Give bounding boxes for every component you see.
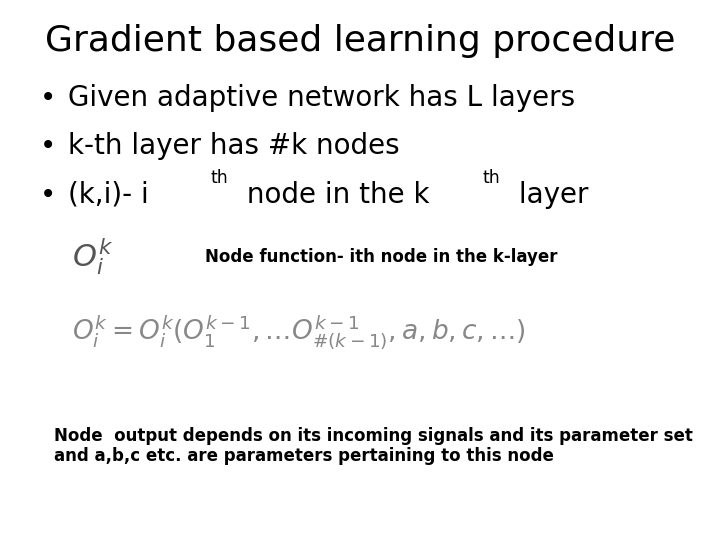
- Text: Node function- ith node in the k-layer: Node function- ith node in the k-layer: [205, 247, 558, 266]
- Text: th: th: [482, 169, 500, 187]
- Text: layer: layer: [510, 181, 588, 209]
- Text: •: •: [40, 132, 56, 160]
- Text: node in the k: node in the k: [238, 181, 429, 209]
- Text: Given adaptive network has L layers: Given adaptive network has L layers: [68, 84, 575, 112]
- Text: $O_i^k$: $O_i^k$: [72, 237, 113, 276]
- Text: •: •: [40, 84, 56, 112]
- Text: •: •: [40, 181, 56, 209]
- Text: k-th layer has #k nodes: k-th layer has #k nodes: [68, 132, 400, 160]
- Text: Node  output depends on its incoming signals and its parameter set
and a,b,c etc: Node output depends on its incoming sign…: [54, 427, 693, 465]
- Text: $O_i^k = O_i^k(O_1^{k-1},\ldots O_{\#(k-1)}^{k-1}, a, b, c,\ldots)$: $O_i^k = O_i^k(O_1^{k-1},\ldots O_{\#(k-…: [72, 314, 526, 350]
- Text: th: th: [210, 169, 228, 187]
- Text: (k,i)- i: (k,i)- i: [68, 181, 149, 209]
- Text: Gradient based learning procedure: Gradient based learning procedure: [45, 24, 675, 58]
